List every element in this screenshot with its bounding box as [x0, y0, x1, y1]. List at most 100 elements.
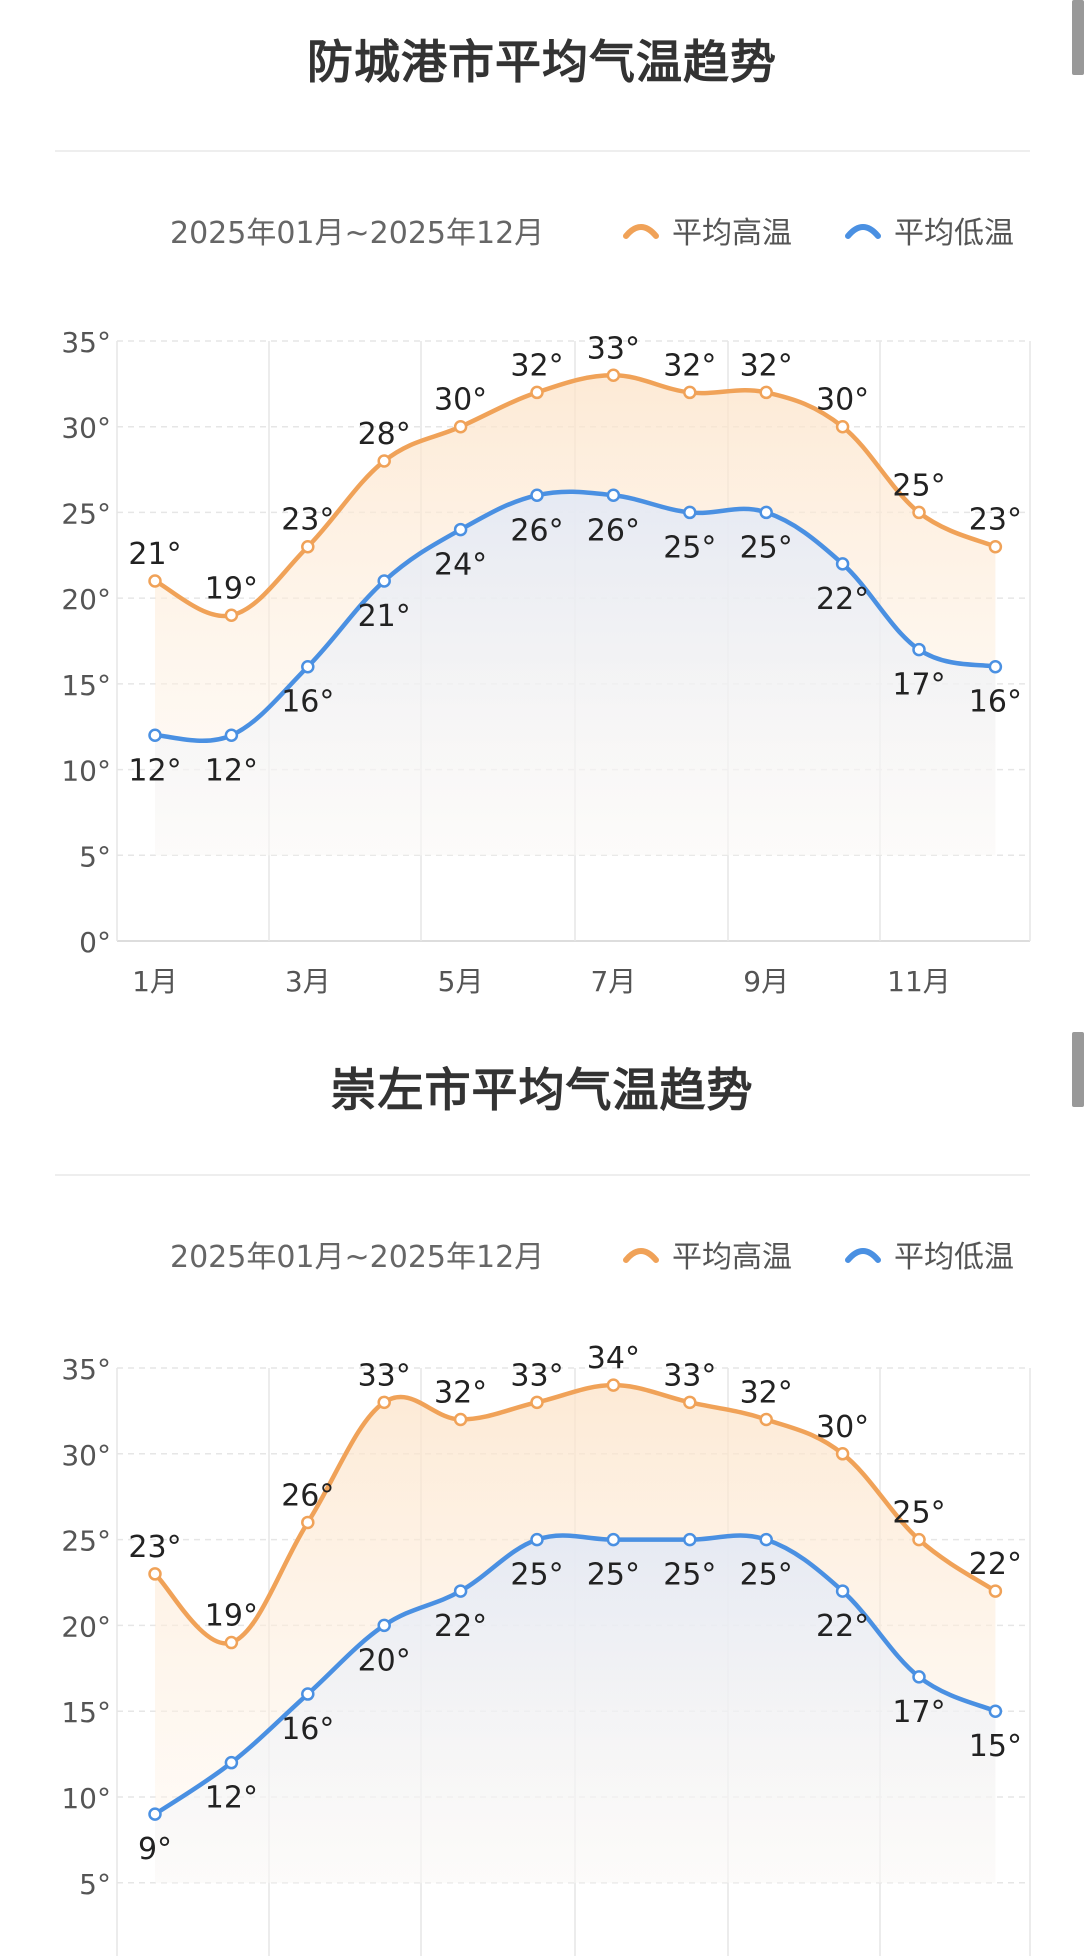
- scroll-indicator: [1072, 1032, 1084, 1107]
- low-data-point[interactable]: [148, 1807, 162, 1821]
- low-data-point[interactable]: [606, 1532, 621, 1547]
- high-data-label: 32°: [740, 1375, 793, 1410]
- low-data-label: 25°: [663, 530, 716, 565]
- high-data-point[interactable]: [759, 1412, 773, 1427]
- low-data-point[interactable]: [912, 642, 926, 657]
- x-tick-label: 9月: [743, 965, 789, 998]
- high-data-point[interactable]: [224, 608, 239, 623]
- high-data-label: 32°: [663, 348, 716, 383]
- high-data-point[interactable]: [377, 454, 391, 468]
- high-data-point[interactable]: [759, 385, 773, 400]
- scroll-indicator: [1072, 0, 1084, 75]
- low-data-label: 12°: [128, 753, 181, 788]
- high-data-label: 33°: [358, 1358, 411, 1393]
- legend-high[interactable]: 平均高温: [622, 1232, 792, 1276]
- high-data-label: 23°: [969, 503, 1022, 538]
- low-data-point[interactable]: [606, 488, 621, 503]
- high-data-point[interactable]: [988, 1584, 1003, 1598]
- high-data-point[interactable]: [148, 1567, 162, 1581]
- low-data-label: 9°: [138, 1832, 172, 1867]
- high-data-point[interactable]: [148, 574, 162, 588]
- low-data-point[interactable]: [759, 505, 773, 520]
- y-tick-label: 20°: [61, 1610, 111, 1643]
- high-data-label: 22°: [969, 1547, 1022, 1582]
- divider: [55, 1174, 1030, 1176]
- high-data-label: 21°: [128, 537, 181, 572]
- high-data-label: 30°: [816, 383, 869, 418]
- high-data-label: 33°: [587, 331, 640, 366]
- y-tick-label: 30°: [61, 412, 111, 445]
- date-range: 2025年01月~2025年12月: [170, 1240, 545, 1275]
- x-tick-label: 5月: [438, 965, 484, 998]
- series-line-low: [154, 489, 996, 743]
- high-data-point[interactable]: [683, 385, 697, 400]
- high-data-point[interactable]: [301, 1515, 315, 1530]
- low-data-point[interactable]: [683, 1532, 697, 1547]
- x-tick-label: 3月: [285, 965, 331, 998]
- low-data-point[interactable]: [148, 728, 162, 743]
- low-data-label: 25°: [740, 530, 793, 565]
- y-tick-label: 35°: [61, 326, 111, 359]
- high-data-point[interactable]: [606, 368, 621, 383]
- low-data-point[interactable]: [759, 1532, 773, 1547]
- low-data-point[interactable]: [530, 488, 544, 503]
- high-data-point[interactable]: [224, 1635, 239, 1650]
- high-data-point[interactable]: [912, 1532, 926, 1547]
- y-tick-label: 25°: [61, 1525, 111, 1558]
- legend-low[interactable]: 平均低温: [844, 1232, 1014, 1276]
- high-data-label: 23°: [128, 1530, 181, 1565]
- low-data-point[interactable]: [377, 1618, 391, 1633]
- low-data-label: 22°: [434, 1609, 487, 1644]
- x-tick-label: 7月: [590, 965, 636, 998]
- high-data-label: 30°: [816, 1410, 869, 1445]
- high-data-point[interactable]: [912, 505, 926, 520]
- y-tick-label: 35°: [61, 1353, 111, 1386]
- high-data-point[interactable]: [377, 1395, 391, 1410]
- low-data-point[interactable]: [453, 1584, 468, 1598]
- low-data-label: 25°: [587, 1558, 640, 1593]
- low-data-point[interactable]: [377, 574, 391, 588]
- high-data-label: 25°: [892, 468, 945, 503]
- high-data-point[interactable]: [835, 419, 850, 434]
- legend-high-label: 平均高温: [672, 216, 792, 251]
- low-data-point[interactable]: [835, 1584, 850, 1598]
- low-data-point[interactable]: [301, 659, 315, 674]
- low-data-label: 16°: [969, 685, 1022, 720]
- low-data-label: 25°: [510, 1558, 563, 1593]
- low-data-point[interactable]: [683, 505, 697, 520]
- low-data-point[interactable]: [301, 1687, 315, 1701]
- high-data-point[interactable]: [606, 1378, 621, 1392]
- high-data-point[interactable]: [453, 1412, 468, 1427]
- y-tick-label: 20°: [61, 583, 111, 616]
- high-data-point[interactable]: [530, 385, 544, 400]
- low-data-point[interactable]: [224, 728, 239, 743]
- high-data-label: 32°: [740, 348, 793, 383]
- legend-high[interactable]: 平均高温: [622, 208, 792, 252]
- high-data-point[interactable]: [835, 1447, 850, 1461]
- y-tick-label: 15°: [61, 1696, 111, 1729]
- high-data-point[interactable]: [301, 539, 315, 554]
- legend-low[interactable]: 平均低温: [844, 208, 1014, 252]
- high-data-point[interactable]: [530, 1395, 544, 1410]
- low-data-point[interactable]: [530, 1532, 544, 1547]
- high-data-point[interactable]: [988, 539, 1003, 554]
- y-tick-label: 15°: [61, 669, 111, 702]
- high-data-label: 25°: [892, 1496, 945, 1531]
- low-data-point[interactable]: [224, 1755, 239, 1770]
- low-data-label: 12°: [205, 753, 258, 788]
- low-data-label: 24°: [434, 548, 487, 583]
- chart-section-1: 防城港市平均气温趋势 2025年01月~2025年12月 平均高温 平均低温 3…: [55, 0, 1084, 998]
- high-data-point[interactable]: [683, 1395, 697, 1410]
- legend-low-icon: [845, 224, 881, 239]
- high-data-label: 30°: [434, 383, 487, 418]
- low-data-label: 15°: [969, 1729, 1022, 1764]
- y-tick-label: 10°: [61, 755, 111, 788]
- low-data-label: 21°: [358, 599, 411, 634]
- legend-low-label: 平均低温: [894, 216, 1014, 251]
- low-data-point[interactable]: [453, 522, 468, 537]
- high-data-point[interactable]: [453, 419, 468, 434]
- low-data-point[interactable]: [835, 557, 850, 571]
- low-data-point[interactable]: [988, 659, 1003, 674]
- low-data-point[interactable]: [912, 1670, 926, 1684]
- low-data-point[interactable]: [988, 1704, 1003, 1718]
